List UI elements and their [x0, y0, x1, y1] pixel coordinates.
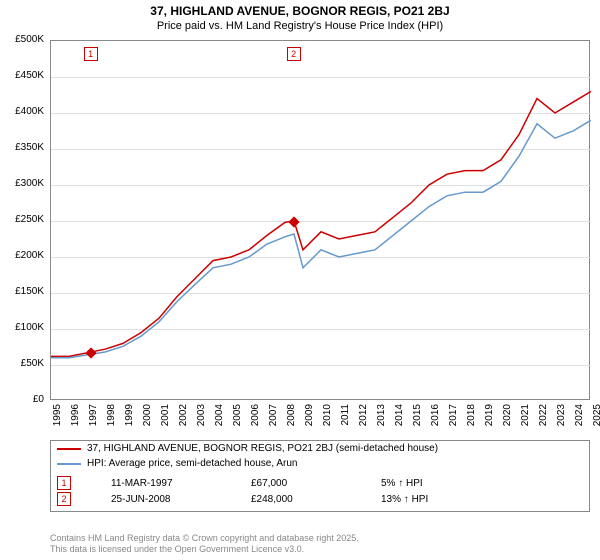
transaction-price: £248,000: [251, 494, 341, 505]
ytick-label: £0: [0, 394, 44, 405]
ytick-label: £500K: [0, 34, 44, 45]
legend-transaction-row: 1 11-MAR-1997 £67,000 5% ↑ HPI: [51, 475, 589, 491]
transaction-delta: 13% ↑ HPI: [381, 494, 428, 505]
xtick-label: 2016: [430, 404, 441, 426]
plot-rect: 12: [50, 40, 590, 400]
transaction-price: £67,000: [251, 478, 341, 489]
xtick-label: 2013: [376, 404, 387, 426]
legend-box: 37, HIGHLAND AVENUE, BOGNOR REGIS, PO21 …: [50, 440, 590, 512]
xtick-label: 2019: [484, 404, 495, 426]
legend-label: 37, HIGHLAND AVENUE, BOGNOR REGIS, PO21 …: [87, 443, 438, 454]
xtick-label: 1997: [88, 404, 99, 426]
xtick-label: 1995: [52, 404, 63, 426]
legend-series-row: HPI: Average price, semi-detached house,…: [51, 456, 589, 471]
xtick-label: 2015: [412, 404, 423, 426]
transaction-number-icon: 2: [57, 492, 71, 506]
transaction-delta: 5% ↑ HPI: [381, 478, 423, 489]
ytick-label: £300K: [0, 178, 44, 189]
ytick-label: £350K: [0, 142, 44, 153]
xtick-label: 2005: [232, 404, 243, 426]
chart-subtitle: Price paid vs. HM Land Registry's House …: [0, 18, 600, 32]
xtick-label: 2004: [214, 404, 225, 426]
transaction-date: 25-JUN-2008: [111, 494, 211, 505]
legend-label: HPI: Average price, semi-detached house,…: [87, 458, 298, 469]
xtick-label: 2017: [448, 404, 459, 426]
xtick-label: 2009: [304, 404, 315, 426]
xtick-label: 2002: [178, 404, 189, 426]
xtick-label: 2018: [466, 404, 477, 426]
legend-swatch-icon: [57, 448, 81, 450]
xtick-label: 1999: [124, 404, 135, 426]
footer-attribution: Contains HM Land Registry data © Crown c…: [50, 533, 359, 556]
ytick-label: £100K: [0, 322, 44, 333]
xtick-label: 2025: [592, 404, 600, 426]
xtick-label: 2011: [340, 404, 351, 426]
ytick-label: £200K: [0, 250, 44, 261]
legend-swatch-icon: [57, 463, 81, 465]
series-line: [51, 91, 591, 356]
ytick-label: £50K: [0, 358, 44, 369]
ytick-label: £150K: [0, 286, 44, 297]
xtick-label: 2007: [268, 404, 279, 426]
transaction-number-icon: 1: [57, 476, 71, 490]
legend-series-row: 37, HIGHLAND AVENUE, BOGNOR REGIS, PO21 …: [51, 441, 589, 456]
xtick-label: 2001: [160, 404, 171, 426]
chart-lines: [51, 41, 591, 401]
series-line: [51, 120, 591, 358]
xtick-label: 2020: [502, 404, 513, 426]
transaction-marker: 2: [287, 47, 301, 61]
xtick-label: 2000: [142, 404, 153, 426]
xtick-label: 2003: [196, 404, 207, 426]
ytick-label: £250K: [0, 214, 44, 225]
xtick-label: 2022: [538, 404, 549, 426]
xtick-label: 2006: [250, 404, 261, 426]
transaction-marker: 1: [84, 47, 98, 61]
ytick-label: £400K: [0, 106, 44, 117]
transaction-date: 11-MAR-1997: [111, 478, 211, 489]
chart-container: 37, HIGHLAND AVENUE, BOGNOR REGIS, PO21 …: [0, 0, 600, 560]
xtick-label: 2008: [286, 404, 297, 426]
xtick-label: 1996: [70, 404, 81, 426]
chart-title: 37, HIGHLAND AVENUE, BOGNOR REGIS, PO21 …: [0, 0, 600, 18]
footer-line1: Contains HM Land Registry data © Crown c…: [50, 533, 359, 545]
chart-area: 12 £0£50K£100K£150K£200K£250K£300K£350K£…: [50, 40, 590, 428]
footer-line2: This data is licensed under the Open Gov…: [50, 544, 359, 556]
xtick-label: 2012: [358, 404, 369, 426]
xtick-label: 2014: [394, 404, 405, 426]
legend-transaction-row: 2 25-JUN-2008 £248,000 13% ↑ HPI: [51, 491, 589, 507]
xtick-label: 2021: [520, 404, 531, 426]
ytick-label: £450K: [0, 70, 44, 81]
xtick-label: 1998: [106, 404, 117, 426]
xtick-label: 2010: [322, 404, 333, 426]
xtick-label: 2024: [574, 404, 585, 426]
xtick-label: 2023: [556, 404, 567, 426]
